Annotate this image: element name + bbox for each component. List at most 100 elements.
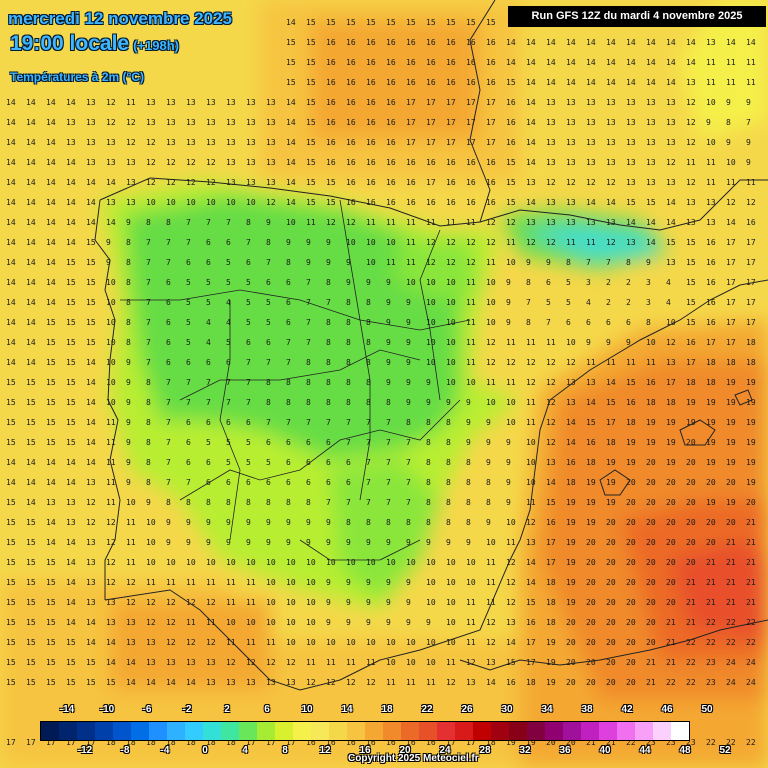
grid-value: 6 [166, 278, 171, 287]
legend-labels-bottom: -12 -8 -4 0 4 8 12 16 20 24 28 32 36 40 44 48 52 [0, 745, 768, 759]
grid-value: 5 [186, 278, 191, 287]
grid-value: 8 [326, 358, 331, 367]
grid-value: 14 [526, 558, 536, 567]
grid-value: 19 [646, 438, 656, 447]
grid-value: 12 [546, 418, 556, 427]
grid-value: 7 [166, 438, 171, 447]
grid-value: 14 [66, 558, 76, 567]
grid-value: 15 [586, 418, 596, 427]
grid-value: 13 [86, 558, 96, 567]
grid-value: 8 [146, 458, 151, 467]
grid-value: 15 [306, 18, 316, 27]
grid-value: 14 [66, 98, 76, 107]
grid-value: 14 [46, 158, 56, 167]
grid-value: 14 [6, 118, 16, 127]
grid-value: 17 [246, 738, 256, 747]
grid-value: 13 [586, 118, 596, 127]
grid-value: 8 [446, 458, 451, 467]
grid-value: 9 [346, 538, 351, 547]
grid-value: 14 [106, 658, 116, 667]
grid-value: 14 [286, 138, 296, 147]
grid-value: 7 [186, 398, 191, 407]
grid-value: 11 [526, 498, 536, 507]
grid-value: 8 [266, 378, 271, 387]
grid-value: 9 [506, 478, 511, 487]
grid-value: 7 [306, 338, 311, 347]
grid-value: 16 [366, 158, 376, 167]
grid-value: 8 [306, 498, 311, 507]
grid-value: 9 [406, 618, 411, 627]
grid-value: 10 [306, 578, 316, 587]
grid-value: 19 [686, 398, 696, 407]
grid-value: 9 [306, 258, 311, 267]
grid-value: 18 [626, 418, 636, 427]
grid-value: 19 [546, 638, 556, 647]
grid-value: 10 [666, 318, 676, 327]
grid-value: 8 [146, 418, 151, 427]
legend-label: 38 [581, 704, 593, 715]
grid-value: 14 [126, 678, 136, 687]
grid-value: 22 [746, 618, 756, 627]
grid-value: 20 [586, 658, 596, 667]
grid-value: 10 [106, 358, 116, 367]
grid-value: 13 [626, 98, 636, 107]
grid-value: 8 [146, 378, 151, 387]
grid-value: 15 [6, 678, 16, 687]
grid-value: 8 [206, 498, 211, 507]
grid-value: 24 [746, 658, 756, 667]
grid-value: 20 [626, 518, 636, 527]
grid-value: 15 [26, 678, 36, 687]
legend-swatch [509, 722, 527, 740]
grid-value: 9 [326, 618, 331, 627]
grid-value: 20 [706, 478, 716, 487]
grid-value: 11 [486, 378, 496, 387]
grid-value: 15 [46, 338, 56, 347]
grid-value: 10 [466, 378, 476, 387]
grid-value: 14 [506, 58, 516, 67]
grid-value: 12 [686, 118, 696, 127]
grid-value: 15 [46, 438, 56, 447]
grid-value: 10 [146, 538, 156, 547]
grid-value: 14 [46, 278, 56, 287]
grid-value: 11 [266, 638, 276, 647]
legend-label: -6 [142, 704, 152, 715]
grid-value: 5 [206, 438, 211, 447]
legend-swatch [77, 722, 95, 740]
grid-value: 14 [26, 298, 36, 307]
grid-value: 12 [146, 138, 156, 147]
grid-value: 8 [346, 518, 351, 527]
grid-value: 9 [226, 518, 231, 527]
grid-value: 16 [326, 78, 336, 87]
grid-value: 10 [246, 558, 256, 567]
grid-value: 10 [426, 558, 436, 567]
grid-value: 12 [126, 578, 136, 587]
grid-value: 9 [406, 398, 411, 407]
grid-value: 16 [386, 78, 396, 87]
grid-value: 15 [66, 398, 76, 407]
legend-swatch [347, 722, 365, 740]
grid-value: 12 [166, 638, 176, 647]
grid-value: 15 [26, 638, 36, 647]
grid-value: 20 [626, 478, 636, 487]
grid-value: 14 [46, 458, 56, 467]
grid-value: 8 [126, 318, 131, 327]
grid-value: 8 [266, 498, 271, 507]
grid-value: 20 [686, 518, 696, 527]
grid-value: 16 [706, 318, 716, 327]
grid-value: 7 [286, 338, 291, 347]
grid-value: 23 [686, 738, 696, 747]
grid-value: 14 [646, 218, 656, 227]
grid-value: 13 [586, 218, 596, 227]
grid-value: 10 [186, 558, 196, 567]
grid-value: 11 [606, 358, 616, 367]
grid-value: 13 [166, 118, 176, 127]
grid-value: 16 [466, 78, 476, 87]
legend-label: 46 [661, 704, 673, 715]
grid-value: 20 [626, 658, 636, 667]
grid-value: 9 [366, 278, 371, 287]
grid-value: 11 [466, 358, 476, 367]
grid-value: 15 [26, 618, 36, 627]
legend-label: 10 [301, 704, 313, 715]
grid-value: 14 [686, 38, 696, 47]
grid-value: 14 [666, 198, 676, 207]
